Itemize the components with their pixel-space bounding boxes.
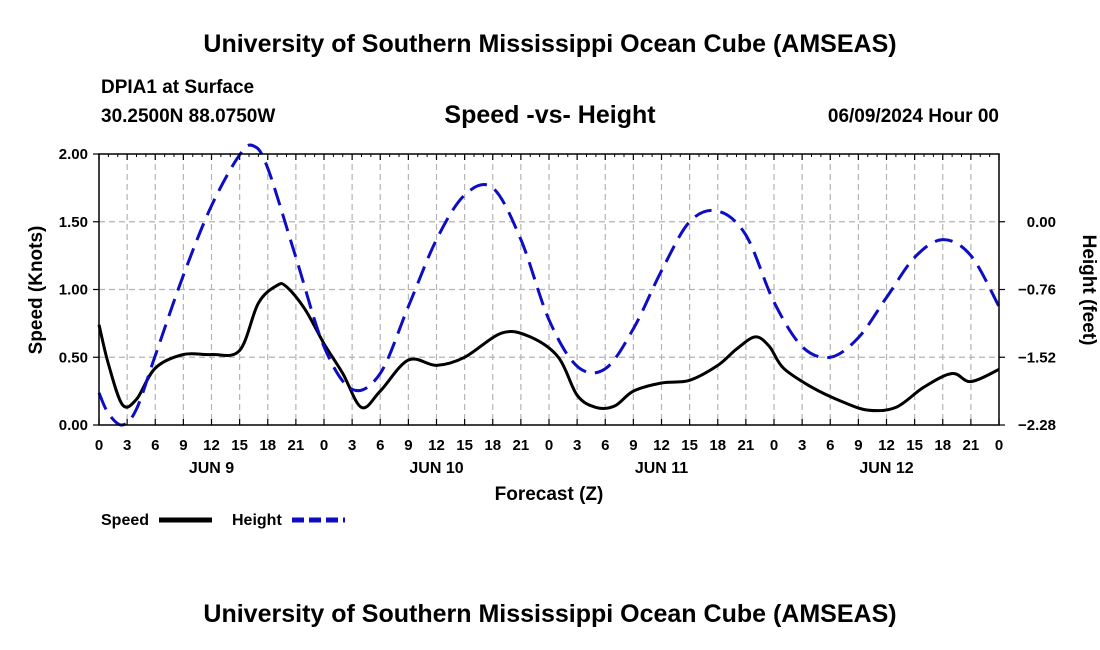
x-tick-label: 21 — [513, 437, 530, 454]
x-tick-label: 6 — [376, 437, 384, 454]
y2-axis-label: Height (feet) — [1078, 235, 1099, 346]
x-tick-label: 9 — [629, 437, 637, 454]
station-coordinates: 30.2500N 88.0750W — [101, 106, 276, 127]
x-tick-label: 12 — [428, 437, 445, 454]
y2-tick-label: −1.52 — [1018, 349, 1056, 366]
x-tick-label: 15 — [456, 437, 473, 454]
x-tick-label: 3 — [348, 437, 356, 454]
x-tick-label: 6 — [826, 437, 834, 454]
y-tick-label: 1.00 — [59, 282, 88, 299]
x-tick-label: 18 — [484, 437, 501, 454]
y-tick-label: 2.00 — [59, 146, 88, 163]
x-tick-label: 15 — [231, 437, 248, 454]
x-tick-label: 18 — [934, 437, 951, 454]
plot-title: Speed -vs- Height — [444, 101, 656, 129]
footer-title: University of Southern Mississippi Ocean… — [203, 600, 897, 628]
x-tick-label: 12 — [653, 437, 670, 454]
day-label: JUN 12 — [859, 460, 913, 477]
x-tick-label: 15 — [906, 437, 923, 454]
x-tick-label: 18 — [259, 437, 276, 454]
y-tick-label: 1.50 — [59, 214, 88, 231]
axes: 0 3 6 9 12 15 18 21 0 3 6 9 12 15 18 21 0 3 6 9 12 15 18 21 0 3 6 9… — [59, 146, 1056, 477]
x-tick-label: 0 — [545, 437, 553, 454]
x-tick-label: 3 — [573, 437, 581, 454]
day-label: JUN 10 — [409, 460, 463, 477]
x-tick-label: 12 — [878, 437, 895, 454]
x-tick-label: 6 — [601, 437, 609, 454]
x-tick-label: 6 — [151, 437, 159, 454]
legend-label-speed: Speed — [101, 512, 149, 529]
x-tick-label: 9 — [404, 437, 412, 454]
x-tick-label: 0 — [95, 437, 103, 454]
y2-tick-label: −2.28 — [1018, 417, 1056, 434]
x-tick-label: 0 — [995, 437, 1003, 454]
x-tick-label: 21 — [288, 437, 305, 454]
x-tick-label: 9 — [854, 437, 862, 454]
series-line-height — [97, 143, 1001, 427]
x-tick-label: 0 — [320, 437, 328, 454]
y2-tick-label: 0.00 — [1027, 214, 1056, 231]
run-time: 06/09/2024 Hour 00 — [827, 106, 999, 127]
x-tick-label: 12 — [203, 437, 220, 454]
day-label: JUN 9 — [189, 460, 234, 477]
y-axis-label: Speed (Knots) — [26, 226, 47, 355]
x-tick-label: 3 — [123, 437, 131, 454]
x-tick-label: 0 — [770, 437, 778, 454]
y2-tick-label: −0.76 — [1018, 282, 1056, 299]
legend-label-height: Height — [232, 512, 282, 529]
main-title: University of Southern Mississippi Ocean… — [203, 30, 897, 58]
x-tick-label: 18 — [709, 437, 726, 454]
day-label: JUN 11 — [635, 460, 688, 477]
y-tick-label: 0.50 — [59, 349, 88, 366]
x-axis-label: Forecast (Z) — [495, 484, 604, 505]
series-layer — [97, 143, 1001, 427]
x-tick-label: 3 — [798, 437, 806, 454]
x-tick-label: 21 — [738, 437, 755, 454]
series-line-speed — [97, 282, 1000, 413]
station-label: DPIA1 at Surface — [101, 77, 255, 98]
x-tick-label: 9 — [179, 437, 187, 454]
x-tick-label: 21 — [963, 437, 980, 454]
grid — [99, 154, 999, 425]
legend: Speed Height — [101, 512, 345, 529]
y-tick-label: 0.00 — [59, 417, 88, 434]
x-tick-label: 15 — [681, 437, 698, 454]
